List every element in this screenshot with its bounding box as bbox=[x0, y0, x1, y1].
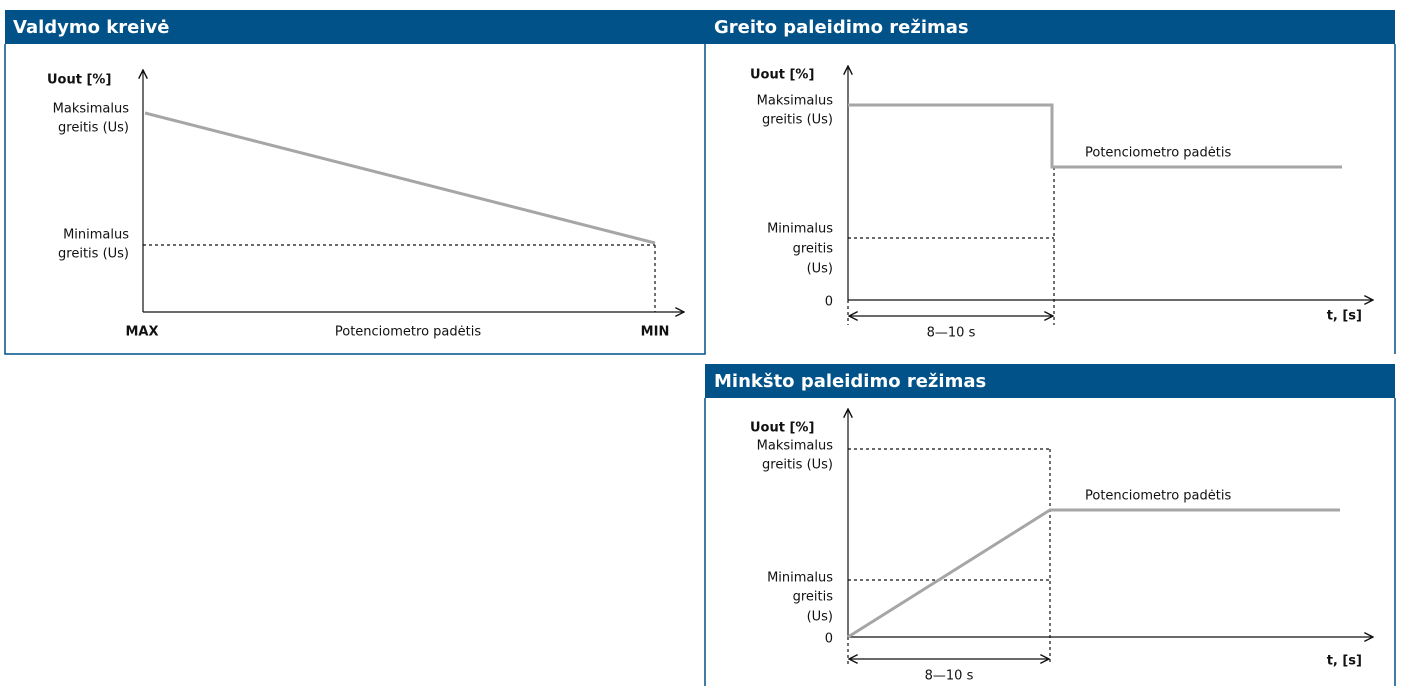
min-label: Minimalus bbox=[63, 228, 129, 243]
curve-label: Potenciometro padėtis bbox=[1085, 489, 1231, 504]
curve bbox=[847, 508, 1340, 639]
panel-soft-start: Minkšto paleidimo režimas Uout [%] Maksi… bbox=[704, 364, 1396, 686]
max-label: greitis (Us) bbox=[762, 458, 833, 473]
max-label: Maksimalus bbox=[53, 102, 130, 117]
panel-fast-start: Greito paleidimo režimas Uout [%] Maksim… bbox=[705, 10, 1396, 354]
panel-border bbox=[704, 398, 1396, 686]
x-axis-label: Potenciometro padėtis bbox=[335, 325, 481, 340]
min-label: (Us) bbox=[807, 610, 833, 625]
panel-title: Greito paleidimo režimas bbox=[714, 17, 969, 38]
min-label: Minimalus bbox=[767, 222, 833, 237]
panel-header bbox=[705, 364, 1395, 398]
panel-control-curve: Valdymo kreivė Uout [%] Maksimalus greit… bbox=[4, 10, 706, 355]
min-label: greitis bbox=[793, 242, 834, 257]
max-label: greitis (Us) bbox=[762, 113, 833, 128]
y-axis-label: Uout [%] bbox=[750, 68, 814, 83]
curve-label: Potenciometro padėtis bbox=[1085, 146, 1231, 161]
min-label: greitis (Us) bbox=[58, 247, 129, 262]
min-label: Minimalus bbox=[767, 571, 833, 586]
panel-header bbox=[5, 10, 705, 44]
y-axis-label: Uout [%] bbox=[47, 73, 111, 88]
curve bbox=[848, 103, 1342, 169]
min-label: greitis bbox=[793, 590, 834, 605]
max-label: greitis (Us) bbox=[58, 121, 129, 136]
duration-label: 8—10 s bbox=[927, 326, 976, 341]
panel-border bbox=[4, 44, 706, 355]
curve bbox=[144, 111, 656, 245]
x-start-label: MAX bbox=[125, 325, 158, 340]
origin-label: 0 bbox=[825, 295, 833, 310]
max-label: Maksimalus bbox=[757, 94, 834, 109]
panel-title: Minkšto paleidimo režimas bbox=[714, 371, 986, 392]
x-axis-label: t, [s] bbox=[1327, 309, 1362, 324]
x-axis-label: t, [s] bbox=[1327, 654, 1362, 669]
duration-label: 8—10 s bbox=[925, 669, 974, 684]
panel-header bbox=[705, 10, 1395, 44]
x-end-label: MIN bbox=[641, 325, 670, 340]
panel-title: Valdymo kreivė bbox=[13, 17, 169, 38]
min-label: (Us) bbox=[807, 262, 833, 277]
max-label: Maksimalus bbox=[757, 439, 834, 454]
origin-label: 0 bbox=[825, 632, 833, 647]
y-axis-label: Uout [%] bbox=[750, 421, 814, 436]
